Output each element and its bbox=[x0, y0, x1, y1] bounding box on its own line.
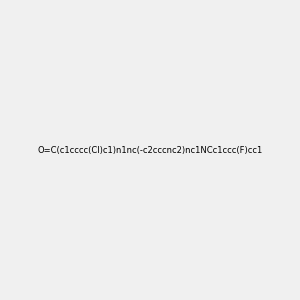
Text: O=C(c1cccc(Cl)c1)n1nc(-c2cccnc2)nc1NCc1ccc(F)cc1: O=C(c1cccc(Cl)c1)n1nc(-c2cccnc2)nc1NCc1c… bbox=[38, 146, 262, 154]
